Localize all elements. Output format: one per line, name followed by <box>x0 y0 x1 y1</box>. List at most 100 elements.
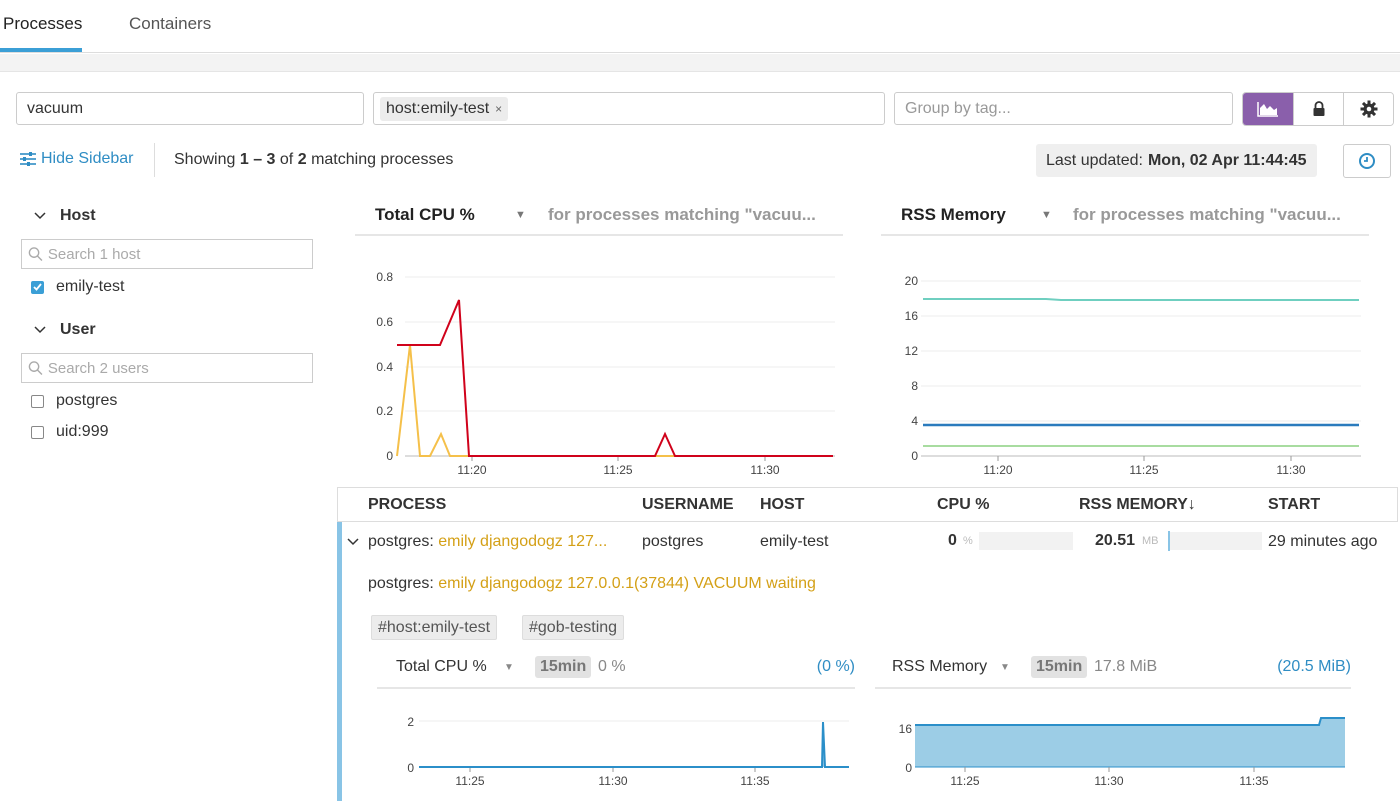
mem-metric-select[interactable]: RSS Memory <box>901 205 1006 224</box>
column-username[interactable]: USERNAME <box>642 496 734 513</box>
tab-containers[interactable]: Containers <box>129 14 212 33</box>
clock-icon <box>1359 153 1375 169</box>
svg-text:16: 16 <box>905 309 919 323</box>
time-range-pill[interactable]: 15min <box>535 656 592 678</box>
tab-processes[interactable]: Processes <box>3 14 83 33</box>
time-range-pill[interactable]: 15min <box>1031 656 1088 678</box>
gear-icon <box>1360 100 1377 118</box>
process-search-field[interactable] <box>16 92 364 125</box>
host-search-field[interactable] <box>21 239 313 269</box>
search-icon <box>28 361 43 376</box>
expanded-row-indicator <box>337 522 342 801</box>
mem-chart-header: RSS Memory ▼ for processes matching "vac… <box>881 196 1369 236</box>
column-process[interactable]: PROCESS <box>368 496 447 513</box>
svg-text:11:20: 11:20 <box>983 463 1012 477</box>
svg-text:0.6: 0.6 <box>376 315 393 329</box>
svg-text:16: 16 <box>899 722 913 736</box>
column-cpu[interactable]: CPU % <box>937 496 990 513</box>
process-cpu-chart: 2 0 11:25 11:30 11:35 <box>407 715 849 788</box>
host-search-input[interactable] <box>47 245 312 263</box>
facet-user-title: User <box>60 321 96 338</box>
group-by-input[interactable] <box>905 99 1222 118</box>
user-search-field[interactable] <box>21 353 313 383</box>
time-selector-button[interactable] <box>1343 144 1391 178</box>
svg-text:11:20: 11:20 <box>457 463 486 477</box>
cpu-chart-header: Total CPU % ▼ for processes matching "va… <box>355 196 843 236</box>
facet-user-toggle[interactable]: User <box>34 321 96 339</box>
svg-text:11:35: 11:35 <box>740 774 769 788</box>
tab-bar: Processes Containers <box>0 0 1400 53</box>
column-host[interactable]: HOST <box>760 496 805 513</box>
checkbox[interactable] <box>31 394 44 408</box>
table-row-start: 29 minutes ago <box>1268 533 1378 550</box>
table-row-process[interactable]: postgres: emily djangodogz 127... <box>368 533 608 550</box>
filter-tag-chip: host:emily-test × <box>380 96 509 121</box>
facet-item-emily-test[interactable]: emily-test <box>31 278 124 296</box>
svg-text:0: 0 <box>905 761 912 775</box>
cpu-value: 0 <box>948 532 957 549</box>
full-command-line: postgres: emily djangodogz 127.0.0.1(378… <box>368 575 816 592</box>
settings-button[interactable] <box>1343 93 1393 125</box>
results-count: Showing 1 – 3 of 2 matching processes <box>174 151 454 168</box>
svg-text:11:25: 11:25 <box>950 774 979 788</box>
table-row-username: postgres <box>642 533 704 550</box>
facet-item-uid-999[interactable]: uid:999 <box>31 423 109 441</box>
svg-text:0: 0 <box>386 449 393 463</box>
cpu-average: 0 % <box>598 658 626 675</box>
caret-down-icon[interactable]: ▼ <box>1000 661 1010 673</box>
process-search-input[interactable] <box>27 99 353 118</box>
svg-text:0.8: 0.8 <box>376 270 393 284</box>
view-toolbar <box>1242 92 1394 126</box>
cpu-metric-select[interactable]: Total CPU % <box>375 205 475 224</box>
tag-gob-testing[interactable]: #gob-testing <box>522 615 625 640</box>
column-start[interactable]: START <box>1268 496 1321 513</box>
facet-host-toggle[interactable]: Host <box>34 207 96 225</box>
caret-down-icon[interactable]: ▼ <box>1041 209 1052 221</box>
svg-text:0.4: 0.4 <box>376 360 393 374</box>
mem-bar <box>1168 532 1262 550</box>
tag-filter-field[interactable]: host:emily-test × <box>373 92 885 125</box>
process-mem-metric-select[interactable]: RSS Memory <box>892 658 988 675</box>
lock-icon <box>1313 101 1324 116</box>
caret-down-icon[interactable]: ▼ <box>504 661 514 673</box>
mem-value: 20.51 <box>1095 532 1136 549</box>
group-by-field[interactable] <box>894 92 1233 125</box>
lock-button[interactable] <box>1293 93 1343 125</box>
svg-text:2: 2 <box>407 715 414 729</box>
svg-text:11:35: 11:35 <box>1239 774 1268 788</box>
collapse-row-chevron-icon[interactable] <box>347 538 359 546</box>
hide-sidebar-button[interactable]: Hide Sidebar <box>20 150 134 168</box>
process-cpu-metric-select[interactable]: Total CPU % <box>396 658 487 675</box>
mem-summary-chart: 20 16 12 8 4 0 11:20 11:25 11:30 <box>905 274 1361 477</box>
caret-down-icon[interactable]: ▼ <box>515 209 526 221</box>
process-table-header: PROCESS USERNAME HOST CPU % RSS MEMORY↓ … <box>337 487 1398 522</box>
svg-text:11:25: 11:25 <box>603 463 632 477</box>
checkbox-checked[interactable] <box>31 280 44 294</box>
svg-text:0: 0 <box>911 449 918 463</box>
sliders-icon <box>20 152 36 166</box>
filter-tag-label: host:emily-test <box>386 99 490 117</box>
last-updated-badge: Last updated: Mon, 02 Apr 11:44:45 <box>1036 144 1317 177</box>
facet-item-postgres[interactable]: postgres <box>31 392 117 410</box>
cpu-unit: % <box>963 535 973 547</box>
svg-text:11:25: 11:25 <box>455 774 484 788</box>
chevron-down-icon <box>34 326 46 334</box>
facet-host-title: Host <box>60 207 96 224</box>
search-icon <box>28 247 43 262</box>
svg-text:12: 12 <box>905 344 919 358</box>
remove-tag-icon[interactable]: × <box>495 101 503 116</box>
tag-host[interactable]: #host:emily-test <box>371 615 498 640</box>
mem-average: 17.8 MiB <box>1094 658 1158 675</box>
chart-view-button[interactable] <box>1243 93 1293 125</box>
svg-text:4: 4 <box>911 414 918 428</box>
svg-text:11:30: 11:30 <box>750 463 779 477</box>
checkbox[interactable] <box>31 425 44 439</box>
user-search-input[interactable] <box>47 359 312 377</box>
process-cpu-chart-header: Total CPU % ▼ 15min 0 % (0 %) <box>377 647 855 689</box>
svg-text:0: 0 <box>407 761 414 775</box>
cpu-bar <box>979 532 1073 550</box>
cpu-chart-scope: for processes matching "vacuu... <box>548 205 816 224</box>
svg-text:11:30: 11:30 <box>1276 463 1305 477</box>
column-rss-memory[interactable]: RSS MEMORY↓ <box>1079 496 1196 513</box>
cpu-summary-chart: 0.8 0.6 0.4 0.2 0 11:20 11:25 11:30 <box>376 270 835 477</box>
